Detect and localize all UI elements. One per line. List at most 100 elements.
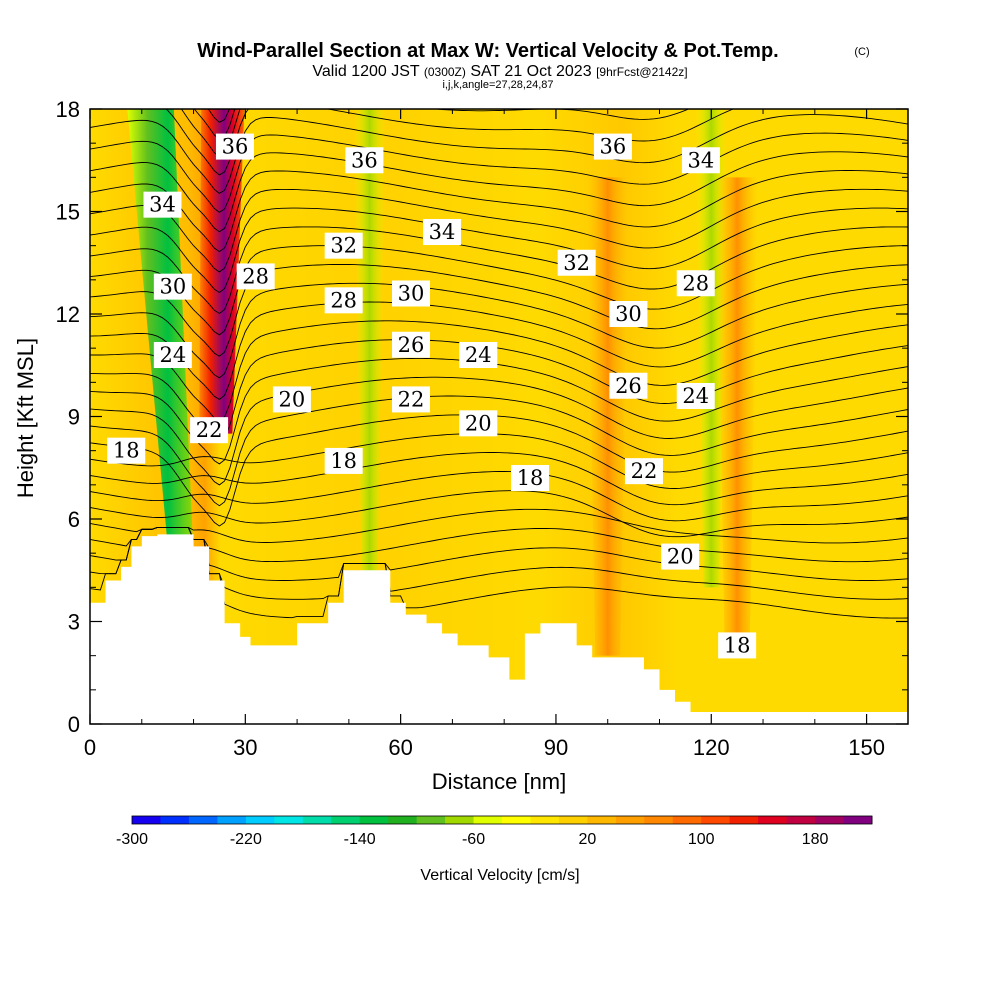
- isentrope-label-text: 30: [159, 275, 186, 299]
- terrain: [90, 534, 908, 724]
- isentrope-label: 24: [459, 342, 498, 368]
- updraft-plume: [199, 109, 245, 434]
- isentrope-line: [90, 170, 908, 253]
- colorbar-swatch: [388, 816, 418, 824]
- isentrope-label-text: 28: [682, 271, 709, 295]
- colorbar-swatch: [473, 816, 503, 824]
- isentrope-label-text: 20: [279, 387, 306, 411]
- updraft-plume: [587, 177, 629, 656]
- isentrope-label-text: 30: [615, 302, 642, 326]
- isentrope-line: [90, 395, 908, 507]
- isentrope-label: 18: [511, 465, 550, 491]
- colorbar-tick-label: 100: [688, 831, 715, 848]
- colorbar-swatch: [331, 816, 361, 824]
- isentrope-label: 36: [345, 147, 384, 174]
- isentrope-line: [90, 320, 908, 422]
- isentrope-label-text: 34: [688, 148, 715, 172]
- isentrope-line: [90, 433, 908, 489]
- isentrope-label: 22: [624, 458, 663, 485]
- isentrope-label-text: 24: [159, 343, 186, 367]
- isentrope-line: [90, 527, 908, 600]
- isentrope-line: [90, 527, 908, 619]
- isentrope-label: 30: [391, 280, 430, 307]
- chart-title: Wind-Parallel Section at Max W: Vertical…: [197, 40, 778, 62]
- colorbar-tick-label: -220: [230, 831, 262, 848]
- y-tick-label: 6: [68, 507, 80, 532]
- colorbar-swatch: [729, 816, 759, 824]
- isentrope-label: 20: [272, 386, 311, 413]
- isentrope-label-text: 28: [330, 288, 357, 312]
- chart-title-mark: (C): [854, 46, 869, 58]
- isentrope-line: [90, 226, 908, 315]
- isentrope-label-text: 22: [196, 418, 223, 442]
- isentrope-line: [90, 114, 908, 194]
- colorbar-swatch: [615, 816, 645, 824]
- isentrope-label: 34: [143, 191, 182, 218]
- colorbar-tick-label: -60: [462, 831, 485, 848]
- colorbar-swatch: [587, 816, 617, 824]
- x-tick-label: 30: [233, 735, 257, 760]
- isentrope-label-text: 34: [149, 193, 176, 217]
- isentrope-label-text: 26: [398, 333, 425, 357]
- isentrope-line: [90, 527, 908, 581]
- y-tick-label: 0: [68, 712, 80, 737]
- isentrope-label: 26: [609, 372, 648, 399]
- colorbar-swatch: [217, 816, 247, 824]
- isentrope-label-text: 36: [600, 135, 627, 159]
- isentrope-label-text: 20: [465, 411, 492, 435]
- isentrope-label: 36: [215, 133, 254, 160]
- isentrope-label: 18: [718, 632, 757, 659]
- isentrope-label: 22: [391, 386, 430, 413]
- colorbar-swatch: [786, 816, 816, 824]
- isentrope-label: 22: [190, 417, 229, 444]
- y-tick-label: 12: [56, 302, 80, 327]
- isentrope-label-text: 18: [113, 439, 140, 463]
- colorbar-tick-label: -140: [344, 831, 376, 848]
- isentrope-line: [90, 151, 908, 233]
- isentrope-label: 20: [661, 543, 700, 570]
- colorbar-swatch: [416, 816, 446, 824]
- isentrope-label: 26: [391, 331, 430, 358]
- colorbar-swatch: [245, 816, 275, 824]
- isentrope-line: [90, 245, 908, 336]
- x-tick-label: 90: [544, 735, 568, 760]
- colorbar-swatch: [502, 816, 531, 824]
- x-tick-label: 150: [848, 735, 885, 760]
- plot-area: 36 36 36 34 34 34 32 32 30 30 30 28 28 28 26 26 24 24 24 22…: [90, 109, 908, 724]
- isentrope-line: [90, 414, 908, 527]
- colorbar-swatch: [530, 816, 560, 824]
- colorbar-swatch: [701, 816, 731, 824]
- isentrope-label-text: 20: [667, 545, 694, 569]
- isentrope-line: [90, 132, 908, 213]
- colorbar-swatch: [558, 816, 588, 824]
- colorbar-swatch: [758, 816, 788, 824]
- colorbar-swatch: [302, 816, 332, 824]
- isentrope-line: [193, 109, 236, 140]
- isentrope-line: [90, 508, 908, 544]
- isentrope-label-text: 24: [465, 343, 492, 367]
- isentrope-labels: 36 36 36 34 34 34 32 32 30 30 30 28 28 28 26 26 24 24 24 22…: [107, 133, 757, 659]
- isentrope-label-text: 18: [724, 633, 751, 657]
- isentrope-label: 34: [423, 219, 462, 245]
- colorbar-label: Vertical Velocity [cm/s]: [420, 867, 579, 884]
- colorbar-tick-label: 20: [578, 831, 596, 848]
- y-tick-label: 9: [68, 405, 80, 430]
- isentrope-line: [90, 188, 908, 273]
- colorbar-tick-label: -300: [116, 831, 148, 848]
- isentrope-label: 34: [681, 147, 720, 174]
- isentrope-line: [90, 452, 908, 506]
- isentrope-line: [90, 376, 908, 486]
- isentrope-line: [90, 282, 908, 379]
- isentrope-label-text: 22: [631, 459, 658, 483]
- isentrope-label-text: 30: [398, 282, 425, 306]
- isentrope-line: [90, 301, 908, 400]
- isentrope-label-text: 32: [563, 251, 590, 275]
- colorbar: -300 -220 -140 -60 20 100 180: [116, 815, 873, 848]
- isentrope-label-text: 18: [330, 449, 357, 473]
- x-tick-label: 60: [388, 735, 412, 760]
- chart-subtitle-indices: i,j,k,angle=27,28,24,87: [442, 79, 553, 91]
- isentrope-label: 20: [459, 410, 498, 437]
- isentrope-line: [90, 357, 908, 465]
- isentrope-label: 28: [236, 263, 275, 290]
